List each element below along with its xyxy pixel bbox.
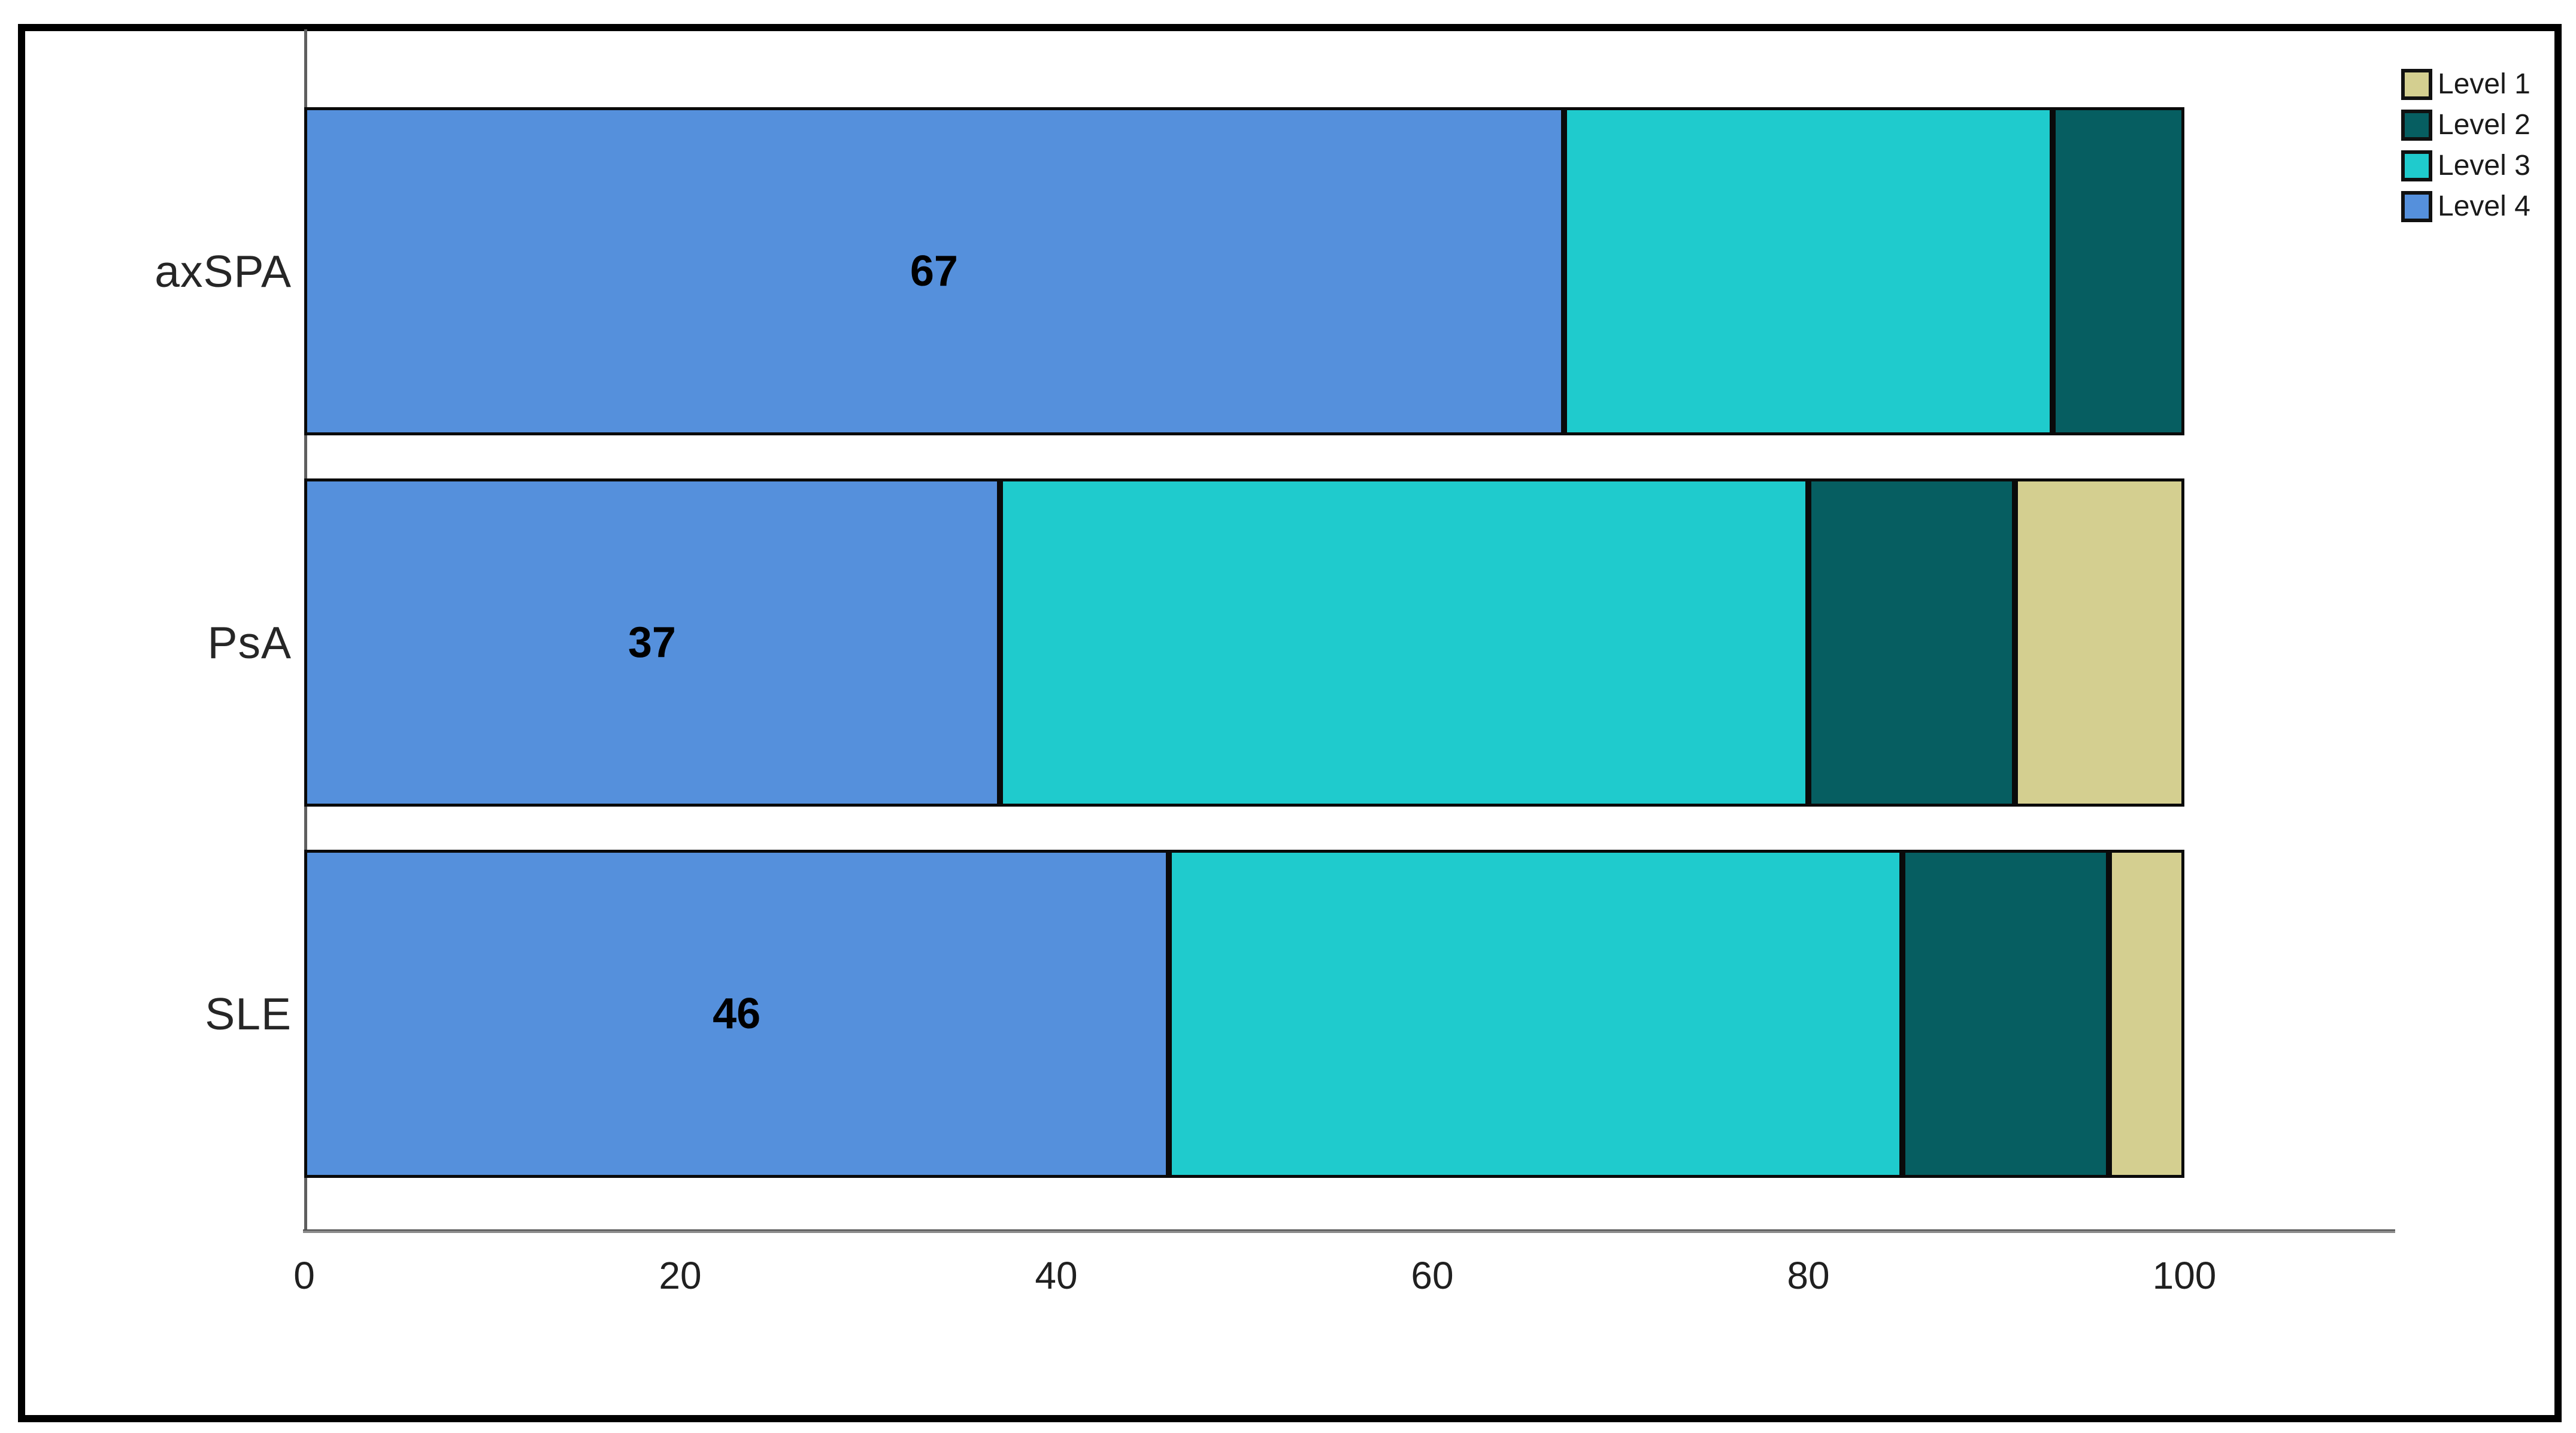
bar-segment-SLE-level-1 (2109, 850, 2184, 1178)
legend-label: Level 4 (2438, 190, 2530, 222)
chart-border-frame (18, 24, 2562, 1422)
x-tick-label-20: 20 (659, 1254, 702, 1297)
x-tick-label-40: 40 (1035, 1254, 1078, 1297)
bar-segment-SLE-level-3 (1169, 850, 1902, 1178)
bar-value-label-axSPA: 67 (910, 247, 958, 295)
legend-item-level-1: Level 1 (2401, 69, 2530, 100)
bar-segment-PsA-level-4: 37 (304, 478, 1000, 807)
x-tick-label-0: 0 (293, 1254, 315, 1297)
category-label-axSPA: axSPA (154, 246, 292, 296)
legend-label: Level 2 (2438, 109, 2530, 141)
legend-item-level-2: Level 2 (2401, 110, 2530, 141)
x-axis-line (303, 1229, 2395, 1233)
bar-value-label-PsA: 37 (628, 619, 676, 666)
legend-label: Level 1 (2438, 68, 2530, 100)
bar-segment-PsA-level-1 (2015, 478, 2184, 807)
x-tick-label-60: 60 (1411, 1254, 1454, 1297)
category-label-SLE: SLE (205, 989, 292, 1039)
bar-segment-axSPA-level-3 (1563, 107, 2053, 435)
x-tick-label-100: 100 (2152, 1254, 2217, 1297)
legend-swatch-level-4 (2401, 191, 2432, 222)
legend-swatch-level-3 (2401, 150, 2432, 181)
legend: Level 1 Level 2 Level 3 Level 4 (2401, 69, 2530, 232)
bar-segment-SLE-level-2 (1902, 850, 2110, 1178)
legend-item-level-4: Level 4 (2401, 191, 2530, 222)
bar-segment-axSPA-level-4: 67 (304, 107, 1564, 435)
bar-row-PsA: 37 (304, 478, 2184, 807)
bar-segment-SLE-level-4: 46 (304, 850, 1169, 1178)
legend-swatch-level-2 (2401, 110, 2432, 141)
bar-segment-axSPA-level-2 (2053, 107, 2184, 435)
bar-value-label-SLE: 46 (713, 990, 761, 1038)
bar-row-SLE: 46 (304, 850, 2184, 1178)
legend-label: Level 3 (2438, 150, 2530, 181)
bar-row-axSPA: 67 (304, 107, 2184, 435)
bar-segment-PsA-level-3 (999, 478, 1808, 807)
legend-item-level-3: Level 3 (2401, 150, 2530, 181)
category-label-PsA: PsA (207, 617, 292, 668)
x-tick-label-80: 80 (1787, 1254, 1830, 1297)
bar-segment-PsA-level-2 (1808, 478, 2016, 807)
legend-swatch-level-1 (2401, 69, 2432, 100)
